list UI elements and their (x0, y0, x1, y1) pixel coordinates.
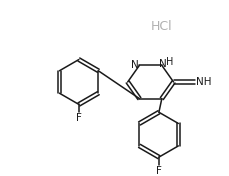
Text: F: F (76, 113, 82, 123)
Text: NH: NH (196, 77, 212, 87)
Text: N: N (159, 59, 167, 69)
Text: F: F (156, 166, 162, 176)
Text: H: H (166, 57, 173, 67)
Text: HCl: HCl (151, 20, 173, 33)
Text: N: N (131, 60, 138, 70)
